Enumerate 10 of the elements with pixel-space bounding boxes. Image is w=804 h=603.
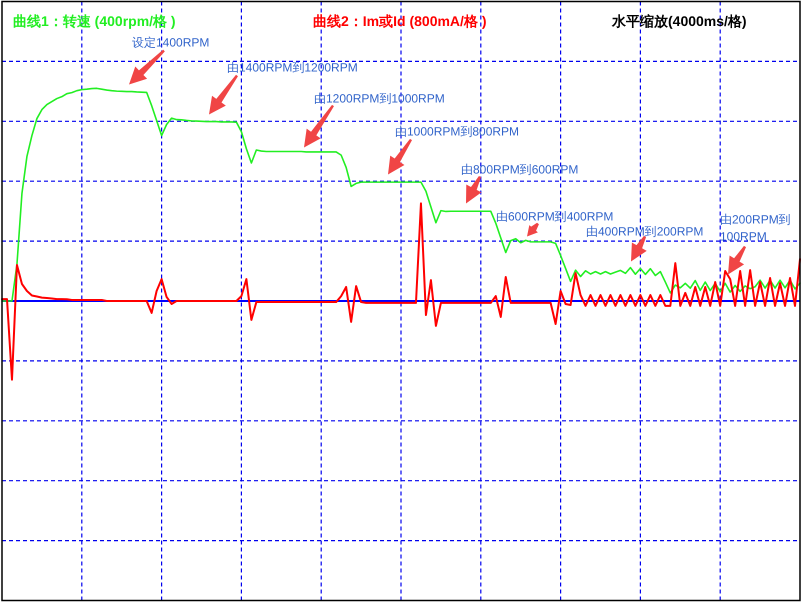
- text: 由1400RPM到1200RPM: [227, 60, 358, 74]
- legend: 曲线1：转速 (400rpm/格 ) 曲线2：Im或Id (800mA/格 ): [13, 13, 486, 29]
- annotation: 由1000RPM到800RPM: [395, 124, 520, 138]
- x-axis-title: 水平缩放(4000ms/格): [611, 13, 747, 29]
- annotation: 由400RPM到200RPM: [586, 224, 704, 238]
- annotation: 由200RPM到100RPM: [720, 212, 791, 244]
- annotation: 由600RPM到400RPM: [496, 210, 614, 224]
- text: 设定1400RPM: [132, 36, 210, 50]
- annotation: 由1200RPM到1000RPM: [314, 92, 445, 106]
- annotation: 由800RPM到600RPM: [461, 162, 578, 176]
